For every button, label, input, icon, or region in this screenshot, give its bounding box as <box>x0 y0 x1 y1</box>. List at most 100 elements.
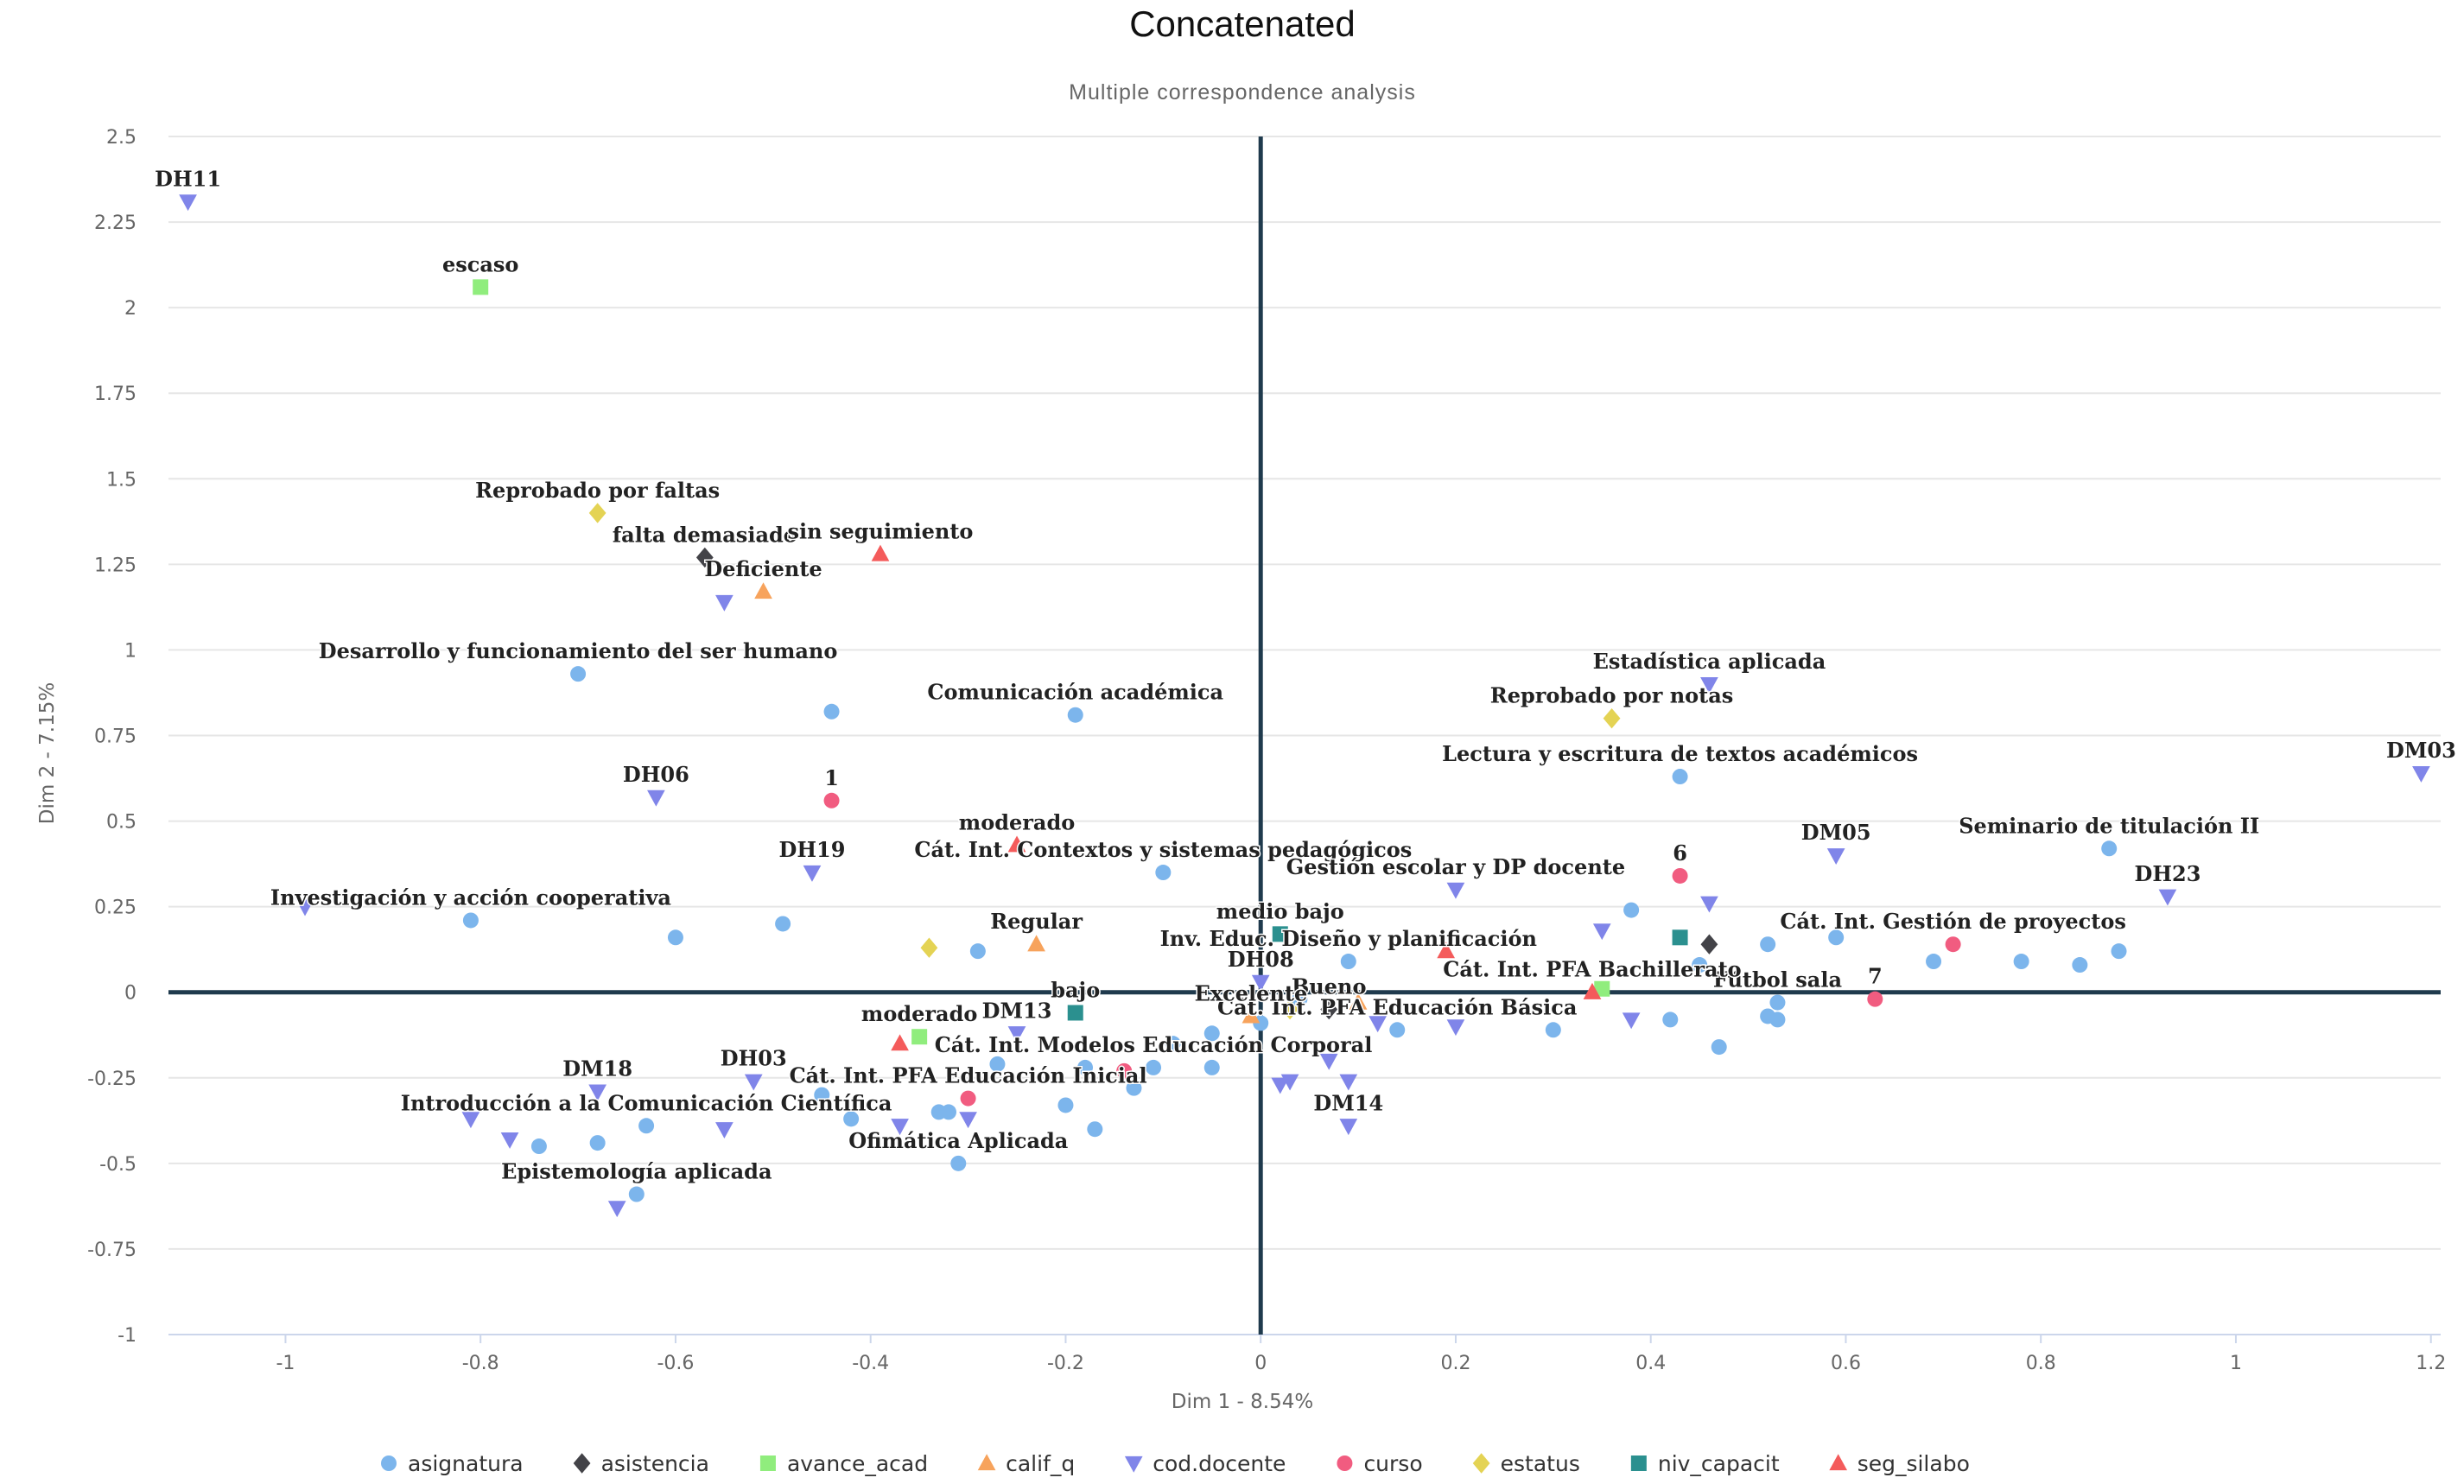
data-point[interactable] <box>891 1119 909 1136</box>
data-point[interactable] <box>607 1201 626 1218</box>
data-point[interactable] <box>1945 936 1961 953</box>
data-point[interactable] <box>1692 957 1708 973</box>
legend-item[interactable]: asistencia <box>573 1451 709 1476</box>
data-point[interactable] <box>823 792 840 809</box>
data-point[interactable] <box>1545 1022 1561 1038</box>
data-point[interactable] <box>754 582 772 599</box>
data-point[interactable] <box>1077 1059 1094 1075</box>
data-point[interactable] <box>1203 1059 1220 1075</box>
data-point[interactable] <box>1369 1016 1388 1033</box>
legend-marker[interactable] <box>1337 1455 1353 1471</box>
data-point[interactable] <box>1769 1012 1786 1028</box>
data-point[interactable] <box>1339 1074 1358 1091</box>
data-point[interactable] <box>1067 1005 1083 1021</box>
data-point[interactable] <box>1437 942 1456 959</box>
data-point[interactable] <box>803 865 822 882</box>
data-point[interactable] <box>588 1084 607 1101</box>
legend-marker[interactable] <box>381 1455 397 1471</box>
data-point[interactable] <box>1672 769 1688 785</box>
data-point[interactable] <box>960 1090 976 1107</box>
data-point[interactable] <box>1700 676 1718 694</box>
data-point[interactable] <box>959 1112 977 1129</box>
data-point[interactable] <box>1603 707 1621 729</box>
data-point[interactable] <box>1446 882 1465 899</box>
data-point[interactable] <box>1272 926 1288 942</box>
legend-marker[interactable] <box>573 1453 591 1474</box>
data-point[interactable] <box>1672 929 1688 946</box>
data-point[interactable] <box>1146 1059 1162 1075</box>
data-point[interactable] <box>1320 999 1338 1020</box>
data-point[interactable] <box>814 1087 830 1103</box>
data-point[interactable] <box>1583 982 1602 999</box>
data-point[interactable] <box>473 279 489 295</box>
data-point[interactable] <box>462 912 479 929</box>
data-point[interactable] <box>1446 1019 1465 1037</box>
data-point[interactable] <box>695 547 714 568</box>
data-point[interactable] <box>1826 848 1845 865</box>
data-point[interactable] <box>1592 923 1611 941</box>
data-point[interactable] <box>295 899 314 916</box>
legend-item[interactable]: avance_acad <box>759 1451 928 1476</box>
data-point[interactable] <box>843 1111 860 1127</box>
data-point[interactable] <box>950 1155 967 1171</box>
data-point[interactable] <box>1700 896 1718 913</box>
data-point[interactable] <box>1700 934 1718 954</box>
data-point[interactable] <box>628 1186 645 1202</box>
data-point[interactable] <box>715 594 733 612</box>
data-point[interactable] <box>1027 935 1045 952</box>
legend-item[interactable]: estatus <box>1472 1451 1580 1476</box>
data-point[interactable] <box>920 937 938 958</box>
data-point[interactable] <box>2013 954 2029 970</box>
data-point[interactable] <box>638 1118 655 1134</box>
data-point[interactable] <box>1339 1119 1358 1136</box>
data-point[interactable] <box>570 666 587 682</box>
data-point[interactable] <box>1760 936 1776 953</box>
data-point[interactable] <box>1662 1012 1679 1028</box>
data-point[interactable] <box>1251 974 1270 992</box>
data-point[interactable] <box>647 790 665 807</box>
data-point[interactable] <box>1594 980 1610 997</box>
data-point[interactable] <box>1867 991 1883 1007</box>
data-point[interactable] <box>744 1074 763 1091</box>
legend[interactable]: asignatura asistencia avance_acad calif_q co… <box>381 1451 1970 1476</box>
data-point[interactable] <box>891 1034 909 1051</box>
data-point[interactable] <box>969 943 986 960</box>
data-point[interactable] <box>2111 943 2127 960</box>
legend-item[interactable]: niv_capacit <box>1630 1451 1780 1476</box>
data-point[interactable] <box>1087 1121 1103 1138</box>
data-point[interactable] <box>1926 954 1942 970</box>
data-point[interactable] <box>588 503 606 523</box>
legend-marker[interactable] <box>1829 1454 1848 1471</box>
legend-marker[interactable] <box>1124 1455 1143 1473</box>
legend-marker[interactable] <box>977 1454 996 1471</box>
data-point[interactable] <box>1622 1012 1641 1030</box>
data-point[interactable] <box>2412 765 2430 783</box>
data-point[interactable] <box>667 929 683 946</box>
data-point[interactable] <box>1007 1026 1026 1043</box>
data-point[interactable] <box>1242 1006 1261 1024</box>
legend-item[interactable]: calif_q <box>977 1451 1075 1476</box>
data-point[interactable] <box>589 1135 606 1151</box>
data-point[interactable] <box>1623 902 1640 918</box>
data-point[interactable] <box>823 703 840 720</box>
legend-item[interactable]: asignatura <box>381 1451 524 1476</box>
data-point[interactable] <box>1116 1062 1133 1079</box>
data-point[interactable] <box>1319 1053 1338 1070</box>
data-point[interactable] <box>1126 1080 1142 1096</box>
data-point[interactable] <box>1057 1097 1074 1113</box>
data-point[interactable] <box>1280 1074 1299 1091</box>
data-point[interactable] <box>1769 994 1786 1011</box>
data-point[interactable] <box>1007 835 1026 853</box>
data-point[interactable] <box>1828 929 1845 946</box>
legend-item[interactable]: curso <box>1337 1451 1423 1476</box>
data-point[interactable] <box>1389 1022 1406 1038</box>
data-point[interactable] <box>1349 993 1368 1010</box>
data-point[interactable] <box>2101 840 2118 857</box>
data-point[interactable] <box>1672 867 1688 884</box>
data-point[interactable] <box>871 544 890 561</box>
data-point[interactable] <box>530 1138 547 1155</box>
data-point[interactable] <box>1281 999 1299 1020</box>
data-point[interactable] <box>775 916 791 932</box>
data-point[interactable] <box>1340 954 1356 970</box>
data-point[interactable] <box>1271 1077 1290 1094</box>
